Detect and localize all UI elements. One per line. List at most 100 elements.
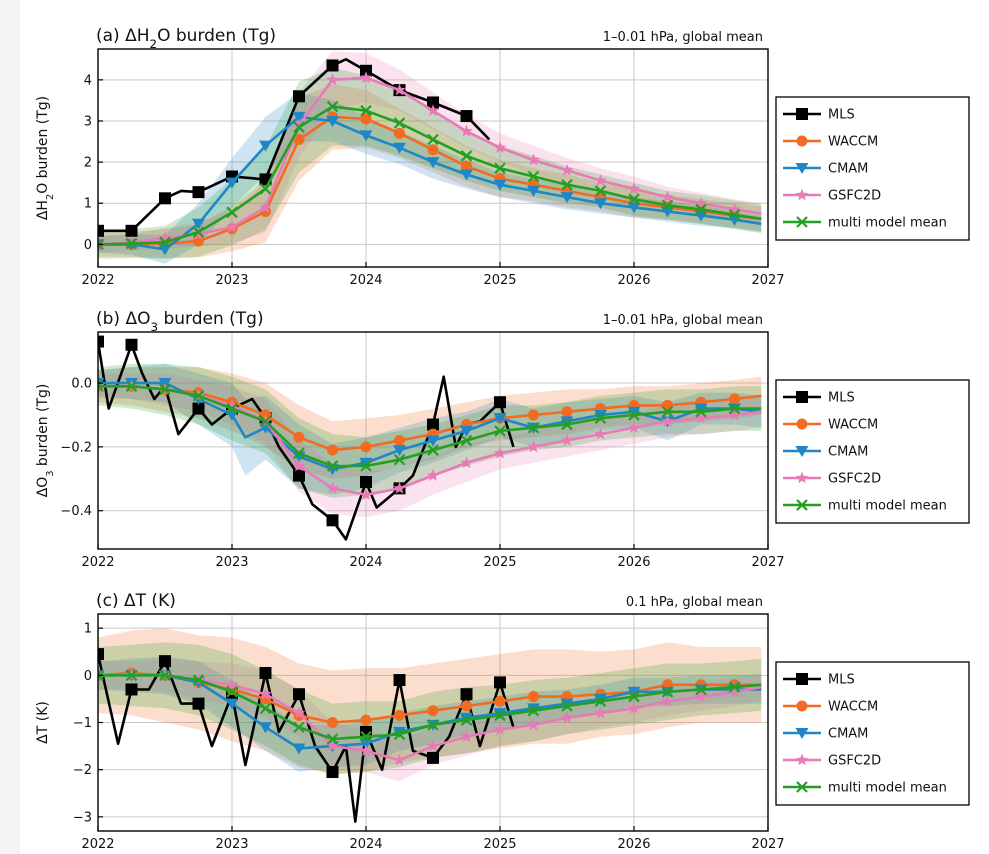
y-tick-label: 0.0 <box>71 377 92 392</box>
data-point-gsfc2d <box>460 456 473 469</box>
data-point-mls <box>159 192 171 205</box>
data-point-multi-model-mean <box>661 686 674 698</box>
data-point-gsfc2d <box>594 427 607 440</box>
data-point-waccm <box>360 714 372 726</box>
data-point-multi-model-mean <box>460 714 473 726</box>
data-point-gsfc2d <box>292 118 306 131</box>
data-point-cmam <box>393 445 406 457</box>
data-point-gsfc2d <box>694 690 708 702</box>
panel-note-c: 0.1 hPa, global mean <box>626 595 763 610</box>
data-point-cmam <box>426 435 440 447</box>
data-point-multi-model-mean <box>561 418 573 431</box>
data-point-cmam <box>259 140 272 152</box>
data-point-multi-model-mean <box>159 669 171 682</box>
data-point-gsfc2d <box>527 153 540 166</box>
data-point-gsfc2d <box>359 71 373 84</box>
x-tick-label: 2026 <box>617 273 650 288</box>
data-point-cmam <box>192 218 205 230</box>
y-tick-label: −3 <box>73 810 92 825</box>
data-point-multi-model-mean <box>594 695 607 708</box>
data-point-mls <box>360 475 372 488</box>
data-point-gsfc2d <box>661 694 674 707</box>
data-point-waccm <box>461 160 472 172</box>
data-point-mls <box>192 697 205 710</box>
data-point-gsfc2d <box>728 202 741 215</box>
data-point-gsfc2d <box>259 687 272 700</box>
data-point-multi-model-mean <box>159 383 171 396</box>
data-point-multi-model-mean <box>259 702 272 715</box>
data-point-multi-model-mean <box>728 402 741 415</box>
panel-title-b: (b) ΔO3 burden (Tg) <box>96 309 264 334</box>
data-point-multi-model-mean <box>226 206 238 219</box>
data-point-gsfc2d <box>661 414 674 427</box>
y-axis-label-c: ΔT (K) <box>35 701 51 744</box>
data-point-gsfc2d <box>661 190 674 203</box>
y-tick-label: 3 <box>84 114 92 129</box>
panel-title-a: (a) ΔH2O burden (Tg) <box>96 26 276 51</box>
data-point-multi-model-mean <box>594 412 607 424</box>
data-point-multi-model-mean <box>293 721 305 733</box>
legend-label-cmam: CMAM <box>828 162 868 177</box>
data-point-waccm <box>494 695 506 707</box>
data-point-waccm <box>293 431 305 443</box>
data-point-multi-model-mean <box>460 434 473 447</box>
legend-box <box>775 96 970 241</box>
legend-c: MLS WACCM CMAM GSFC2D multi model mean <box>775 661 970 806</box>
x-tick-label: 2023 <box>215 837 248 852</box>
data-point-cmam <box>460 169 473 181</box>
panel-title-c: (c) ΔT (K) <box>96 591 176 611</box>
y-tick-label: 1 <box>84 622 92 637</box>
data-point-multi-model-mean <box>527 704 540 717</box>
legend-marker-multi-model-mean <box>796 781 808 793</box>
data-point-gsfc2d <box>426 739 440 752</box>
panel-a: 2022 2023 2024 2025 2026 2027 0 1 2 3 4 (a) ΔH2O bu… <box>35 26 970 288</box>
data-point-gsfc2d <box>460 730 473 742</box>
data-point-gsfc2d <box>560 711 574 723</box>
data-point-waccm <box>561 406 573 418</box>
data-point-multi-model-mean <box>226 402 238 415</box>
data-point-multi-model-mean <box>393 728 406 741</box>
legend-marker-waccm <box>796 135 808 147</box>
data-point-gsfc2d <box>527 440 540 453</box>
data-point-gsfc2d <box>426 104 440 116</box>
panel-note-b: 1–0.01 hPa, global mean <box>603 313 763 328</box>
data-point-gsfc2d <box>292 706 306 719</box>
x-tick-label: 2023 <box>215 273 248 288</box>
data-point-multi-model-mean <box>628 690 640 703</box>
chart-figure: 2022 2023 2024 2025 2026 2027 0 1 2 3 4 (a) ΔH2O bu… <box>35 26 970 852</box>
data-point-waccm <box>461 700 472 712</box>
figure: 2022 2023 2024 2025 2026 2027 0 1 2 3 4 (a) ΔH2O bu… <box>20 0 989 854</box>
data-point-mls <box>326 59 339 72</box>
data-point-multi-model-mean <box>98 238 104 251</box>
data-point-gsfc2d <box>359 488 373 500</box>
data-point-multi-model-mean <box>728 208 741 221</box>
data-point-cmam <box>493 179 507 191</box>
legend-marker-cmam <box>795 446 809 457</box>
data-point-mls <box>427 418 439 431</box>
data-point-waccm <box>528 691 539 703</box>
data-point-mls <box>98 648 104 661</box>
x-tick-label: 2025 <box>483 273 516 288</box>
y-axis-label-a: ΔH2O burden (Tg) <box>35 96 56 220</box>
legend-marker-gsfc2d <box>795 188 809 201</box>
legend-label-multi-model-mean: multi model mean <box>828 499 947 514</box>
y-tick-label: −0.2 <box>60 440 92 455</box>
data-point-gsfc2d <box>426 469 440 481</box>
data-point-multi-model-mean <box>527 170 540 183</box>
data-point-cmam <box>627 202 641 214</box>
data-point-multi-model-mean <box>226 686 238 698</box>
data-point-multi-model-mean <box>192 674 205 686</box>
y-tick-label: 0 <box>84 238 92 253</box>
legend-label-waccm: WACCM <box>828 700 878 715</box>
data-point-cmam <box>627 406 641 418</box>
data-point-cmam <box>493 413 507 425</box>
data-point-multi-model-mean <box>628 409 640 421</box>
data-point-waccm <box>729 393 740 405</box>
data-point-multi-model-mean <box>326 460 339 472</box>
data-point-cmam <box>359 738 373 750</box>
x-tick-label: 2025 <box>483 555 516 570</box>
data-point-waccm <box>427 144 439 156</box>
y-tick-label: −2 <box>73 763 92 778</box>
data-point-gsfc2d <box>527 718 540 731</box>
legend-marker-multi-model-mean <box>796 216 808 228</box>
